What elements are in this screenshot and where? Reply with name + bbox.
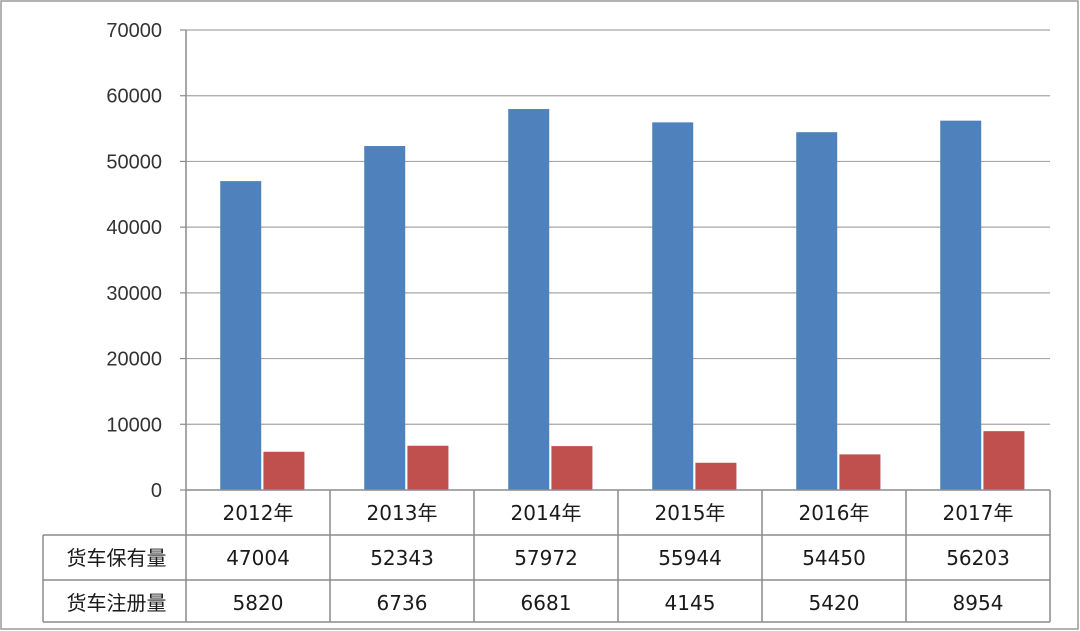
x-tick-label: 2017年 xyxy=(943,501,1014,525)
table-cell: 4145 xyxy=(665,591,716,615)
bar-registrations xyxy=(695,462,737,490)
table-cell: 8954 xyxy=(953,591,1004,615)
table-cell: 6736 xyxy=(377,591,428,615)
x-tick-label: 2016年 xyxy=(799,501,870,525)
y-tick-label: 50000 xyxy=(106,151,162,173)
table-cell: 6681 xyxy=(521,591,572,615)
table-row-label: 货车注册量 xyxy=(67,591,167,615)
bar-registrations xyxy=(407,445,449,490)
y-tick-label: 70000 xyxy=(106,20,162,42)
table-cell: 56203 xyxy=(946,546,1010,570)
axes xyxy=(180,29,187,491)
table-cell: 47004 xyxy=(226,546,290,570)
table-cell: 5420 xyxy=(809,591,860,615)
bar-registrations xyxy=(983,431,1025,490)
bar-holdings xyxy=(508,109,550,491)
bar-holdings xyxy=(652,122,694,491)
bar-registrations xyxy=(551,446,593,490)
y-tick-label: 60000 xyxy=(106,86,162,108)
bar-holdings xyxy=(796,132,838,490)
bar-holdings xyxy=(220,181,262,490)
table-cell: 55944 xyxy=(658,546,722,570)
table-cell: 5820 xyxy=(233,591,284,615)
y-tick-label: 30000 xyxy=(106,283,162,305)
x-tick-label: 2014年 xyxy=(511,501,582,525)
y-tick-label: 0 xyxy=(151,480,162,502)
bar-holdings xyxy=(940,120,982,490)
y-tick-label: 20000 xyxy=(106,349,162,371)
y-tick-label: 40000 xyxy=(106,217,162,239)
x-tick-label: 2013年 xyxy=(367,501,438,525)
table-row-label: 货车保有量 xyxy=(67,546,167,570)
bar-holdings xyxy=(364,146,406,490)
gridlines xyxy=(186,29,1050,425)
bar-registrations xyxy=(839,454,881,490)
bar-registrations xyxy=(263,451,305,490)
y-tick-label: 10000 xyxy=(106,414,162,436)
bars xyxy=(220,109,1025,491)
table-cell: 52343 xyxy=(370,546,434,570)
x-tick-label: 2012年 xyxy=(223,501,294,525)
table-cell: 57972 xyxy=(514,546,578,570)
table-cell: 54450 xyxy=(802,546,866,570)
x-tick-label: 2015年 xyxy=(655,501,726,525)
y-axis-ticks: 0 10000 20000 30000 40000 50000 60000 70000 xyxy=(106,20,162,502)
